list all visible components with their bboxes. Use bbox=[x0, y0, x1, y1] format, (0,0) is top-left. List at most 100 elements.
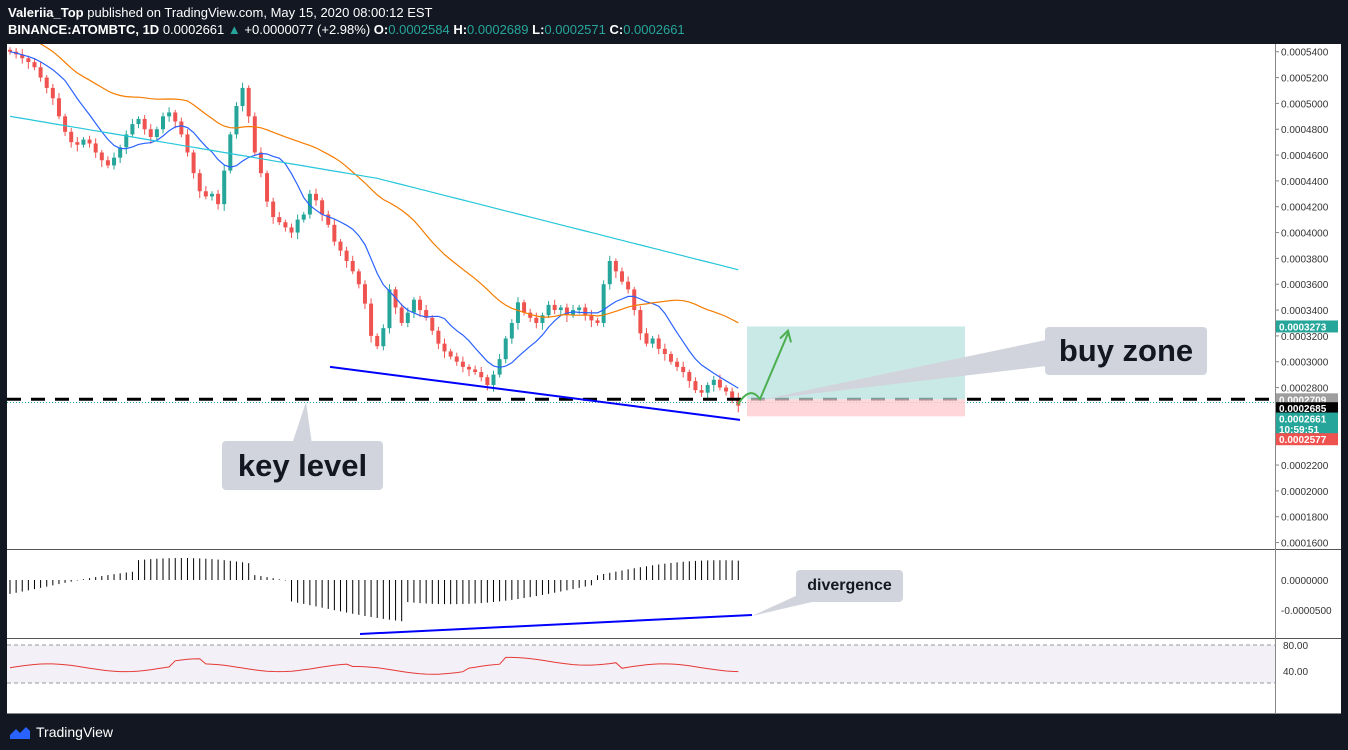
key-level-callout: key level bbox=[222, 441, 383, 490]
candle-body bbox=[552, 304, 557, 311]
candle-body bbox=[258, 152, 263, 174]
last-price: 0.0002661 bbox=[162, 22, 225, 37]
y-tick-label: 0.0004600 bbox=[1281, 151, 1329, 162]
candle-body bbox=[228, 134, 233, 171]
candle-body bbox=[515, 302, 520, 323]
candle-body bbox=[265, 173, 270, 202]
candle-body bbox=[148, 129, 153, 137]
candle-body bbox=[473, 369, 478, 373]
candle-body bbox=[234, 105, 239, 135]
candle-body bbox=[277, 217, 282, 223]
candle-body bbox=[356, 271, 361, 285]
divergence-label: divergence bbox=[807, 577, 892, 594]
ma-slow-line bbox=[9, 115, 739, 271]
candle-body bbox=[320, 200, 325, 215]
candle-body bbox=[271, 201, 276, 218]
projection-arrow bbox=[737, 332, 789, 405]
author-name[interactable]: Valeriia_Top bbox=[8, 5, 84, 20]
candle-body bbox=[38, 67, 43, 78]
ohlc-line: BINANCE:ATOMBTC, 1D 0.0002661 ▲ +0.00000… bbox=[8, 22, 685, 37]
candle-body bbox=[216, 193, 221, 205]
y-tick-label: 0.0002000 bbox=[1281, 487, 1329, 498]
candle-body bbox=[142, 118, 147, 130]
candle-body bbox=[509, 322, 514, 339]
candle-body bbox=[203, 191, 208, 197]
candle-body bbox=[26, 58, 31, 63]
candle-body bbox=[681, 366, 686, 373]
candle-body bbox=[467, 366, 471, 370]
high-label: H: bbox=[453, 22, 468, 37]
support-trendline bbox=[329, 365, 741, 421]
candle-body bbox=[222, 170, 227, 205]
candle-body bbox=[613, 260, 618, 272]
candle-body bbox=[632, 289, 637, 311]
candle-body bbox=[118, 147, 123, 158]
open-label: O: bbox=[373, 22, 389, 37]
candle-body bbox=[124, 134, 129, 148]
candle-body bbox=[332, 224, 337, 242]
candle-body bbox=[730, 391, 735, 398]
y-tick-label: 0.0003000 bbox=[1281, 358, 1329, 369]
candle-body bbox=[326, 214, 331, 225]
candle-body bbox=[112, 157, 117, 166]
change-value: +0.0000077 (+2.98%) bbox=[244, 22, 371, 37]
close-value: 0.0002661 bbox=[623, 22, 685, 37]
candle-body bbox=[50, 87, 55, 99]
candle-body bbox=[558, 307, 563, 311]
candle-body bbox=[485, 377, 490, 385]
candle-body bbox=[454, 356, 459, 362]
buy-zone-pointer bbox=[760, 340, 1046, 400]
y-tick-label: 0.0001600 bbox=[1281, 539, 1329, 550]
candle-body bbox=[620, 271, 624, 282]
candle-body bbox=[626, 281, 631, 290]
candle-body bbox=[675, 361, 680, 367]
y-tick-label: 0.0003400 bbox=[1281, 306, 1329, 317]
candle-body bbox=[136, 118, 141, 125]
countdown-tag-bg bbox=[1276, 422, 1338, 435]
candle-body bbox=[252, 116, 257, 153]
candle-body bbox=[69, 131, 74, 143]
candle-body bbox=[540, 315, 545, 323]
candle-body bbox=[460, 361, 465, 367]
candle-body bbox=[387, 289, 392, 329]
candle-body bbox=[668, 353, 673, 362]
y-tick-label: 0.0003800 bbox=[1281, 254, 1329, 265]
candle-body bbox=[399, 307, 404, 323]
projection-arrowhead bbox=[779, 328, 792, 343]
candle-body bbox=[173, 112, 178, 122]
last-price-tag-bg bbox=[1276, 412, 1338, 425]
stop-zone bbox=[747, 399, 965, 417]
y-tick-label: 0.0004400 bbox=[1281, 177, 1329, 188]
candle-body bbox=[662, 348, 667, 354]
y-tick-label: 0.0004000 bbox=[1281, 229, 1329, 240]
candle-body bbox=[595, 320, 600, 323]
candle-body bbox=[338, 241, 343, 251]
candle-body bbox=[528, 312, 533, 318]
candle-body bbox=[240, 87, 245, 106]
low-value: 0.0002571 bbox=[544, 22, 606, 37]
candle-body bbox=[705, 384, 710, 393]
high-value: 0.0002689 bbox=[467, 22, 529, 37]
candle-body bbox=[197, 173, 202, 192]
symbol-label: BINANCE:ATOMBTC, 1D bbox=[8, 22, 160, 37]
publish-line: Valeriia_Top published on TradingView.co… bbox=[8, 5, 432, 20]
buy-zone-callout: buy zone bbox=[1045, 327, 1207, 375]
macd-pane bbox=[7, 550, 1341, 638]
y-tick-label: 0.0005000 bbox=[1281, 99, 1329, 110]
key-level-pointer bbox=[292, 402, 312, 444]
brand-name: TradingView bbox=[36, 724, 114, 740]
candle-body bbox=[736, 397, 741, 406]
chart-canvas[interactable]: 0.0005400 0.0005200 0.0005000 0.0004800 0.00… bbox=[0, 44, 1348, 714]
candle-body bbox=[369, 303, 374, 336]
candle-body bbox=[344, 250, 349, 261]
candle-body bbox=[564, 307, 569, 316]
ma-mid-line bbox=[39, 44, 739, 324]
candle-body bbox=[87, 139, 92, 144]
tradingview-logo[interactable]: TradingView bbox=[10, 724, 113, 740]
candle-body bbox=[246, 87, 251, 117]
candle-body bbox=[724, 387, 729, 392]
candle-body bbox=[699, 390, 704, 393]
macd-tick-label: 0.0000000 bbox=[1281, 576, 1329, 587]
candle-body bbox=[577, 307, 582, 311]
stop-price-tag: 0.0002577 bbox=[1279, 435, 1327, 446]
